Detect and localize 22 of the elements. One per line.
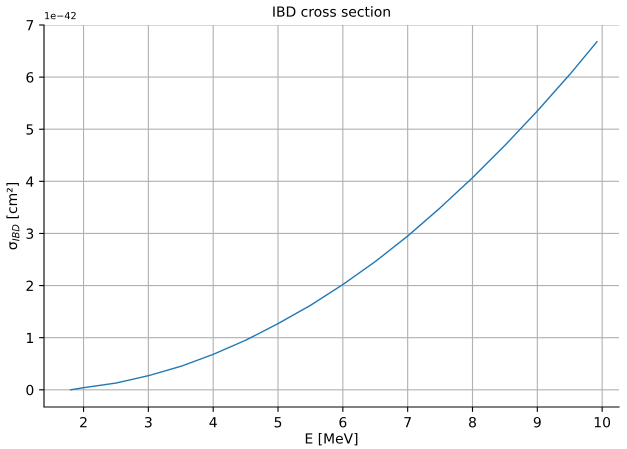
x-tick-label: 4 bbox=[209, 417, 217, 428]
x-tick-label: 10 bbox=[594, 416, 610, 428]
text: 1e−42 bbox=[45, 12, 76, 20]
y-tick-label: 7 bbox=[26, 20, 34, 30]
y-tick-label: 3 bbox=[26, 228, 34, 239]
y-tick-label: 1 bbox=[26, 332, 33, 343]
line-series bbox=[70, 40, 598, 390]
y-tick-label: 0 bbox=[26, 384, 34, 396]
y-tick-label: 6 bbox=[26, 72, 34, 83]
x-axis-title: E [MeV] bbox=[306, 432, 358, 446]
x-tick-label: 8 bbox=[469, 416, 476, 428]
chart-title: IBD cross section bbox=[273, 6, 390, 17]
x-tick-label: 9 bbox=[534, 416, 541, 428]
x-tick-label: 5 bbox=[274, 417, 282, 428]
x-tick-label: 7 bbox=[404, 417, 411, 428]
x-tick-label: 2 bbox=[80, 416, 87, 428]
x-tick-label: 3 bbox=[145, 416, 152, 428]
y-tick-label: 2 bbox=[26, 280, 33, 291]
y-tick-label: 4 bbox=[26, 176, 34, 187]
y-tick-label: 5 bbox=[26, 124, 34, 135]
y-axis-title: σ$_{IBD}$ [cm²] bbox=[6, 183, 20, 250]
x-tick-label: 6 bbox=[339, 416, 346, 428]
